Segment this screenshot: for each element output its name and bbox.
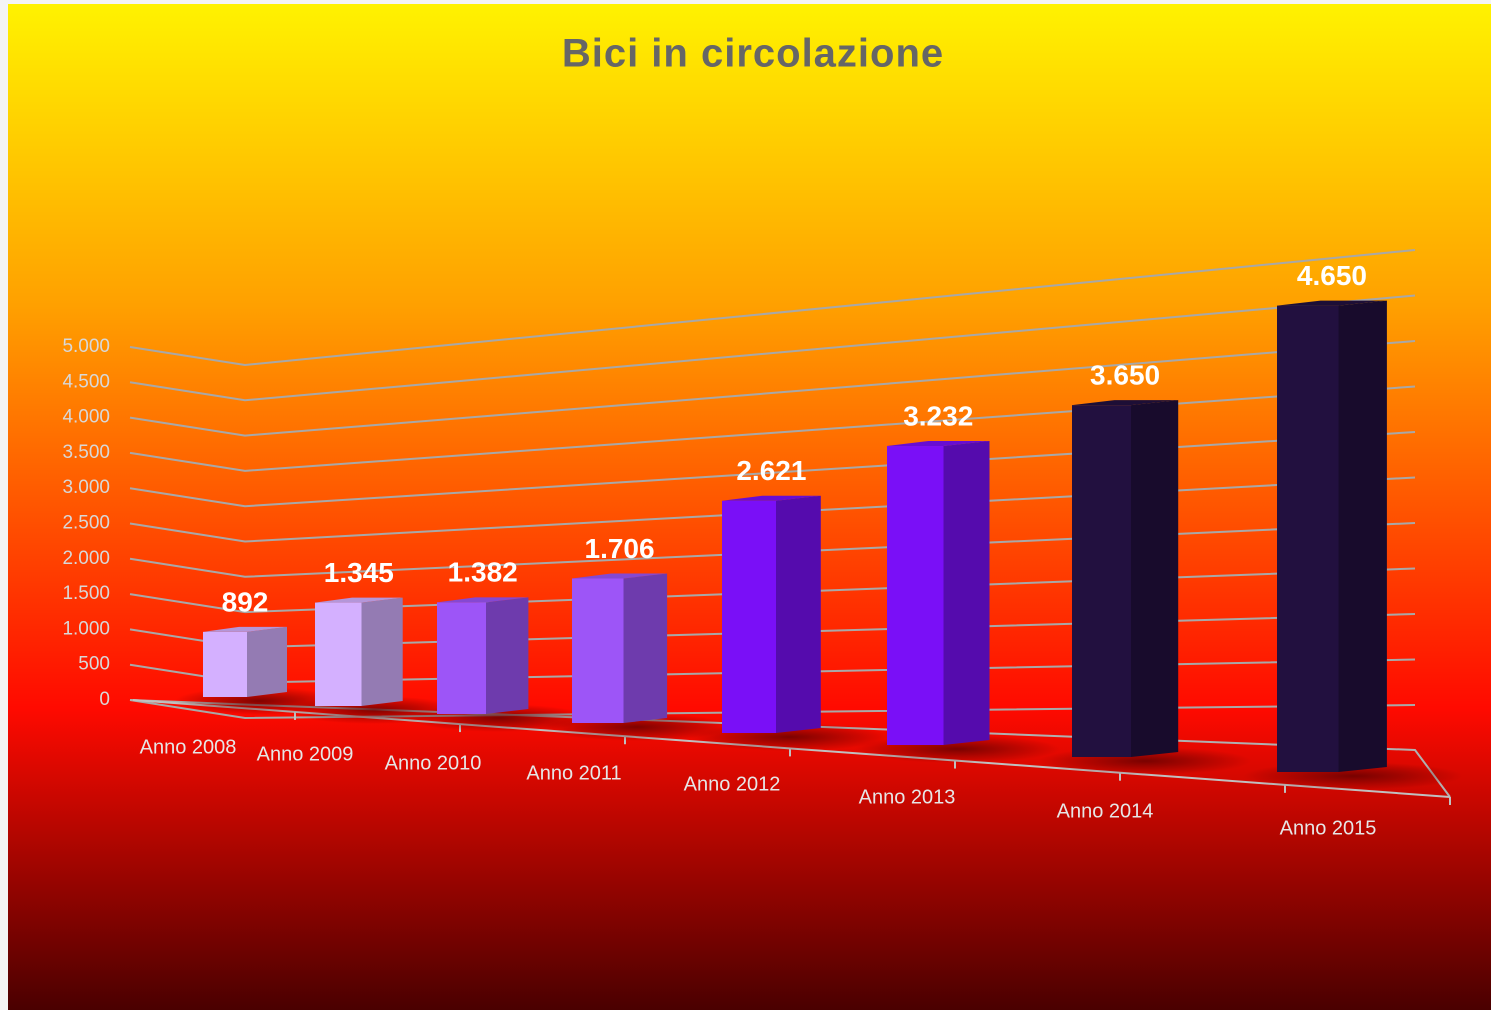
grid-line — [129, 699, 1416, 720]
y-tick-label: 4.500 — [62, 371, 110, 392]
bar-top — [1072, 400, 1179, 406]
grid-line — [129, 476, 1416, 543]
value-label: 2.621 — [736, 455, 806, 486]
y-tick-label: 1.000 — [62, 618, 110, 639]
y-tick-label: 3.500 — [62, 442, 110, 463]
grid-line — [129, 294, 1416, 402]
value-label: 4.650 — [1297, 260, 1367, 291]
value-label: 3.232 — [903, 400, 973, 431]
bar-side — [776, 495, 821, 733]
x-tick-label: Anno 2009 — [257, 743, 354, 765]
bar — [572, 578, 624, 723]
grid-line — [129, 567, 1416, 614]
bar — [1277, 305, 1339, 772]
value-label: 892 — [222, 586, 269, 617]
bar-top — [1277, 300, 1387, 306]
bar — [437, 602, 486, 714]
value-label: 1.706 — [585, 533, 655, 564]
bar-top — [887, 441, 990, 447]
y-tick-label: 2.500 — [62, 513, 110, 534]
bar — [887, 446, 944, 745]
bar-side — [486, 597, 529, 714]
bar-top — [722, 495, 821, 501]
bar-side — [361, 597, 403, 706]
y-tick-label: 500 — [78, 654, 110, 675]
x-tick-label: Anno 2011 — [526, 762, 621, 784]
chart-title: Bici in circolazione — [562, 32, 944, 76]
bar-top — [437, 597, 529, 603]
grid-line — [129, 385, 1416, 472]
bar — [203, 631, 247, 697]
bar — [315, 602, 362, 706]
value-label: 3.650 — [1090, 360, 1160, 391]
value-label: 1.345 — [324, 557, 394, 588]
x-tick-label: Anno 2010 — [385, 752, 482, 774]
grid-line — [129, 249, 1416, 367]
bar-top — [203, 626, 287, 632]
bar — [722, 500, 776, 733]
x-tick-label: Anno 2013 — [859, 786, 956, 808]
bar — [1072, 405, 1131, 757]
y-tick-label: 2.000 — [62, 548, 110, 569]
x-tick-label: Anno 2014 — [1057, 800, 1154, 822]
bar-top — [572, 573, 668, 579]
y-tick-label: 1.500 — [62, 583, 110, 604]
y-tick-label: 5.000 — [62, 336, 110, 357]
bar-side — [1131, 400, 1179, 757]
x-tick-label: Anno 2015 — [1280, 817, 1377, 839]
grid-line — [129, 522, 1416, 578]
bar-side — [623, 573, 668, 723]
grid-line — [129, 340, 1416, 437]
bar-top — [315, 597, 403, 603]
x-tick-label: Anno 2008 — [140, 736, 237, 758]
y-tick-label: 3.000 — [62, 477, 110, 498]
x-tick-label: Anno 2012 — [684, 773, 781, 795]
bar-side — [247, 626, 287, 697]
value-label: 1.382 — [448, 557, 518, 588]
y-tick-label: 4.000 — [62, 407, 110, 428]
y-tick-label: 0 — [99, 689, 110, 710]
bar-side — [943, 441, 990, 745]
grid-line — [129, 431, 1416, 508]
bar-side — [1338, 300, 1387, 772]
